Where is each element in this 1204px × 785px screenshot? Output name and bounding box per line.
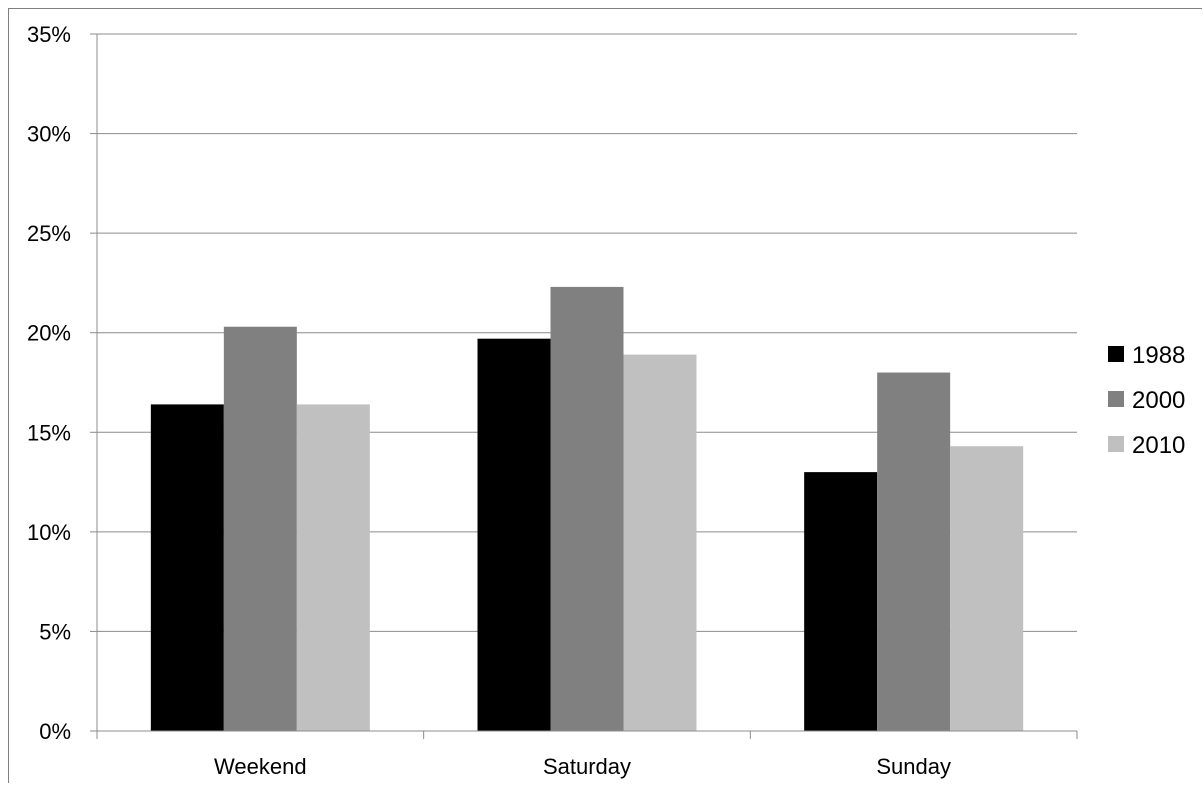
bar-1988-weekend: [150, 404, 224, 731]
bar-1988-saturday: [477, 338, 551, 731]
legend-label-1988: 1988: [1132, 342, 1185, 369]
y-tick-label: 20%: [27, 321, 71, 346]
bar-2010-saturday: [623, 354, 697, 731]
x-tick-label: Saturday: [543, 754, 631, 779]
y-tick-label: 5%: [39, 619, 71, 644]
legend-label-2010: 2010: [1132, 432, 1185, 459]
x-tick-label: Weekend: [214, 754, 307, 779]
y-tick-label: 15%: [27, 420, 71, 445]
bars: [150, 286, 1024, 731]
legend-label-2000: 2000: [1132, 387, 1185, 414]
y-tick-label: 25%: [27, 221, 71, 246]
x-axis: Weekend Saturday Sunday: [96, 730, 1078, 779]
y-tick-label: 30%: [27, 122, 71, 147]
bar-2000-weekend: [223, 326, 297, 731]
bar-2010-weekend: [296, 404, 370, 731]
legend-swatch-2000: [1108, 391, 1124, 407]
y-tick-label: 0%: [39, 719, 71, 744]
y-axis: 0% 5% 10% 15% 20% 25% 30% 35%: [27, 22, 98, 744]
legend-swatch-2010: [1108, 436, 1124, 452]
bar-1988-sunday: [804, 472, 878, 731]
legend-swatch-1988: [1108, 346, 1124, 362]
bar-2000-saturday: [550, 286, 624, 731]
chart-frame: [8, 8, 1202, 783]
x-tick-label: Sunday: [876, 754, 951, 779]
y-tick-label: 35%: [27, 22, 71, 47]
legend: 1988 2000 2010: [1108, 342, 1185, 459]
y-tick-label: 10%: [27, 520, 71, 545]
bar-2000-sunday: [877, 372, 951, 731]
bar-2010-sunday: [950, 446, 1024, 731]
